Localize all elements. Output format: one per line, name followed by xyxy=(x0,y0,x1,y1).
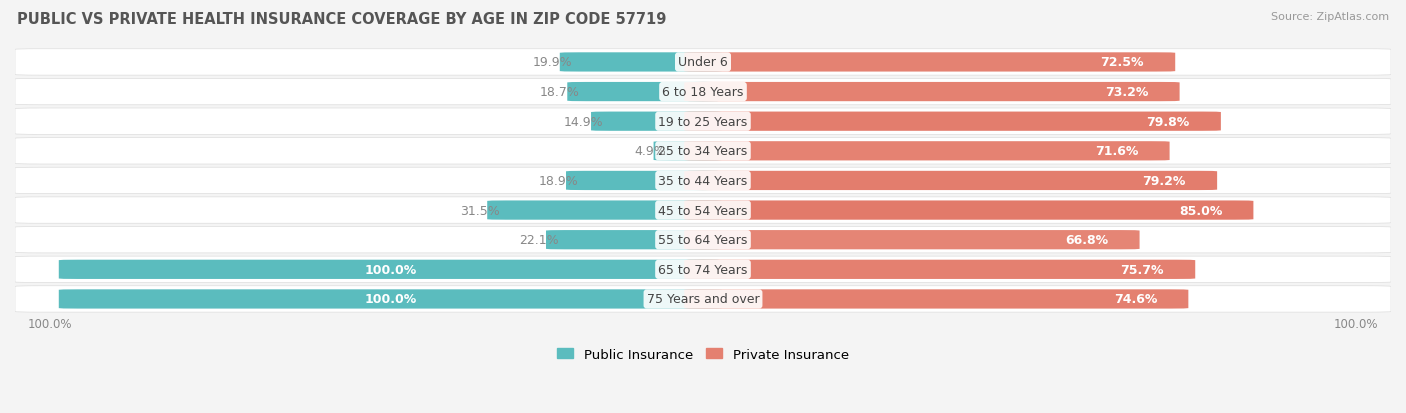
Legend: Public Insurance, Private Insurance: Public Insurance, Private Insurance xyxy=(553,342,853,366)
FancyBboxPatch shape xyxy=(685,201,1253,220)
Text: 35 to 44 Years: 35 to 44 Years xyxy=(658,175,748,188)
FancyBboxPatch shape xyxy=(685,290,1188,309)
FancyBboxPatch shape xyxy=(685,83,1180,102)
Text: 4.9%: 4.9% xyxy=(634,145,666,158)
FancyBboxPatch shape xyxy=(15,227,1391,253)
Text: Under 6: Under 6 xyxy=(678,56,728,69)
Text: 71.6%: 71.6% xyxy=(1095,145,1139,158)
FancyBboxPatch shape xyxy=(560,53,721,72)
Text: 79.8%: 79.8% xyxy=(1146,115,1189,128)
Text: 18.9%: 18.9% xyxy=(538,175,578,188)
FancyBboxPatch shape xyxy=(685,171,1218,191)
Text: 19 to 25 Years: 19 to 25 Years xyxy=(658,115,748,128)
Text: 75 Years and over: 75 Years and over xyxy=(647,293,759,306)
FancyBboxPatch shape xyxy=(685,230,1140,250)
FancyBboxPatch shape xyxy=(15,168,1391,194)
FancyBboxPatch shape xyxy=(59,290,721,309)
Text: 6 to 18 Years: 6 to 18 Years xyxy=(662,86,744,99)
Text: 85.0%: 85.0% xyxy=(1178,204,1222,217)
FancyBboxPatch shape xyxy=(15,109,1391,135)
Text: 75.7%: 75.7% xyxy=(1121,263,1164,276)
Text: 45 to 54 Years: 45 to 54 Years xyxy=(658,204,748,217)
FancyBboxPatch shape xyxy=(15,286,1391,312)
FancyBboxPatch shape xyxy=(591,112,721,131)
Text: Source: ZipAtlas.com: Source: ZipAtlas.com xyxy=(1271,12,1389,22)
FancyBboxPatch shape xyxy=(15,79,1391,105)
FancyBboxPatch shape xyxy=(488,201,721,220)
Text: 74.6%: 74.6% xyxy=(1114,293,1157,306)
FancyBboxPatch shape xyxy=(685,112,1220,131)
Text: 100.0%: 100.0% xyxy=(28,317,72,330)
FancyBboxPatch shape xyxy=(567,83,721,102)
Text: 100.0%: 100.0% xyxy=(364,293,416,306)
FancyBboxPatch shape xyxy=(59,260,721,279)
Text: PUBLIC VS PRIVATE HEALTH INSURANCE COVERAGE BY AGE IN ZIP CODE 57719: PUBLIC VS PRIVATE HEALTH INSURANCE COVER… xyxy=(17,12,666,27)
FancyBboxPatch shape xyxy=(15,50,1391,76)
Text: 18.7%: 18.7% xyxy=(540,86,579,99)
FancyBboxPatch shape xyxy=(567,171,721,191)
Text: 55 to 64 Years: 55 to 64 Years xyxy=(658,234,748,247)
FancyBboxPatch shape xyxy=(546,230,721,250)
FancyBboxPatch shape xyxy=(685,260,1195,279)
FancyBboxPatch shape xyxy=(15,256,1391,283)
Text: 100.0%: 100.0% xyxy=(364,263,416,276)
FancyBboxPatch shape xyxy=(15,197,1391,224)
FancyBboxPatch shape xyxy=(654,142,721,161)
Text: 73.2%: 73.2% xyxy=(1105,86,1149,99)
Text: 19.9%: 19.9% xyxy=(533,56,572,69)
Text: 66.8%: 66.8% xyxy=(1066,234,1108,247)
Text: 65 to 74 Years: 65 to 74 Years xyxy=(658,263,748,276)
Text: 25 to 34 Years: 25 to 34 Years xyxy=(658,145,748,158)
Text: 79.2%: 79.2% xyxy=(1143,175,1185,188)
FancyBboxPatch shape xyxy=(685,53,1175,72)
FancyBboxPatch shape xyxy=(685,142,1170,161)
Text: 22.1%: 22.1% xyxy=(519,234,558,247)
Text: 100.0%: 100.0% xyxy=(1334,317,1378,330)
Text: 72.5%: 72.5% xyxy=(1101,56,1144,69)
Text: 31.5%: 31.5% xyxy=(460,204,499,217)
Text: 14.9%: 14.9% xyxy=(564,115,603,128)
FancyBboxPatch shape xyxy=(15,138,1391,165)
